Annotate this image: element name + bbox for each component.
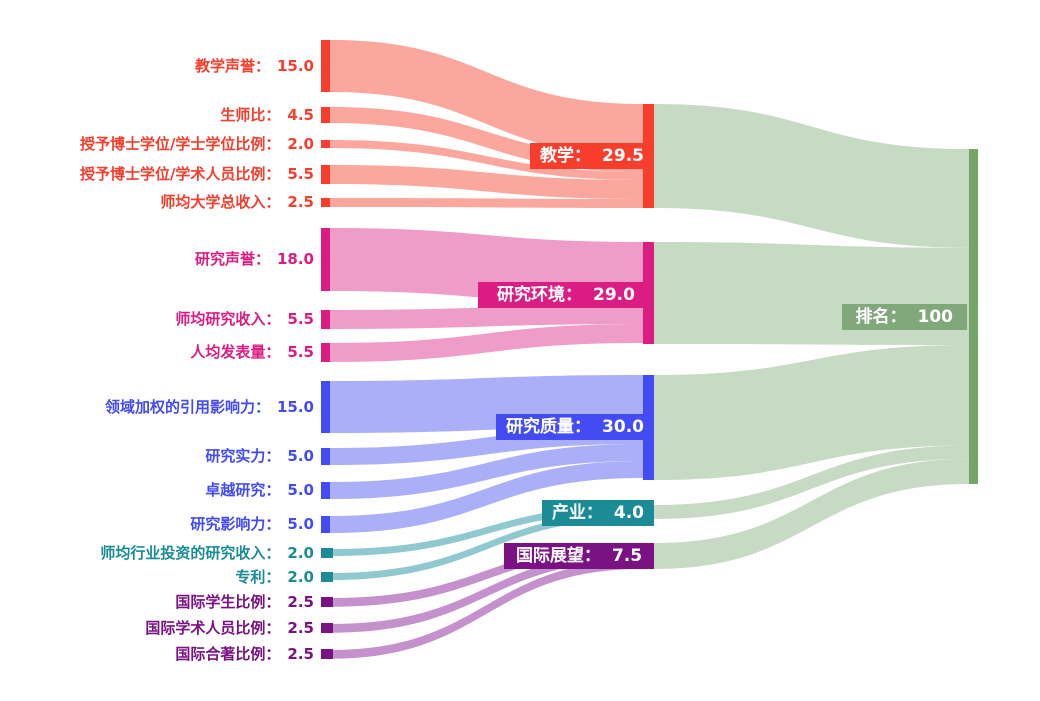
flow-research-income-to-research-env[interactable] <box>330 305 643 329</box>
node-research-quality[interactable] <box>643 375 654 480</box>
flow-international-to-ranking[interactable] <box>654 458 969 569</box>
flow-research-env-to-ranking[interactable] <box>654 242 969 345</box>
flow-intl-students-to-international[interactable] <box>330 543 643 607</box>
node-research-excellence[interactable] <box>321 482 330 499</box>
node-intl-staff[interactable] <box>321 623 333 633</box>
flow-intl-coauthorship-to-international[interactable] <box>330 560 643 659</box>
flow-intl-staff-to-international[interactable] <box>330 551 643 633</box>
flow-phd-staff-ratio-to-teaching[interactable] <box>330 165 643 199</box>
node-research-productivity[interactable] <box>321 343 330 362</box>
node-industry-income[interactable] <box>321 548 333 558</box>
node-intl-students[interactable] <box>321 597 333 607</box>
flow-institutional-income-to-teaching[interactable] <box>330 198 643 208</box>
node-institutional-income[interactable] <box>321 198 330 207</box>
flow-patents-to-industry[interactable] <box>330 512 643 580</box>
node-student-staff-ratio[interactable] <box>321 107 330 123</box>
node-research-influence[interactable] <box>321 516 330 533</box>
node-industry[interactable] <box>643 505 654 519</box>
node-teaching[interactable] <box>643 104 654 208</box>
node-phd-staff-ratio[interactable] <box>321 165 330 184</box>
flow-research-excellence-to-research-quality[interactable] <box>330 444 643 499</box>
node-ranking[interactable] <box>969 149 978 484</box>
flow-research-influence-to-research-quality[interactable] <box>330 461 643 533</box>
flow-industry-to-ranking[interactable] <box>654 445 969 520</box>
node-research-income[interactable] <box>321 310 330 329</box>
flow-citation-impact-to-research-quality[interactable] <box>330 375 643 433</box>
node-intl-coauthorship[interactable] <box>321 649 333 659</box>
node-international[interactable] <box>643 543 654 569</box>
node-patents[interactable] <box>321 572 333 582</box>
flow-research-productivity-to-research-env[interactable] <box>330 324 643 362</box>
flow-teaching-reputation-to-teaching[interactable] <box>330 40 643 156</box>
flow-phd-bachelor-ratio-to-teaching[interactable] <box>330 140 643 180</box>
node-research-reputation[interactable] <box>321 228 330 291</box>
node-research-env[interactable] <box>643 242 654 344</box>
node-phd-bachelor-ratio[interactable] <box>321 140 330 148</box>
flow-teaching-to-ranking[interactable] <box>654 104 969 248</box>
flow-industry-income-to-industry[interactable] <box>330 505 643 556</box>
flows-middle-to-right <box>654 104 969 569</box>
node-teaching-reputation[interactable] <box>321 40 330 92</box>
node-citation-impact[interactable] <box>321 381 330 433</box>
flow-research-quality-to-ranking[interactable] <box>654 345 969 480</box>
flows-left-to-middle <box>330 40 643 659</box>
flow-research-reputation-to-research-env[interactable] <box>330 228 643 305</box>
node-research-strength[interactable] <box>321 448 330 465</box>
